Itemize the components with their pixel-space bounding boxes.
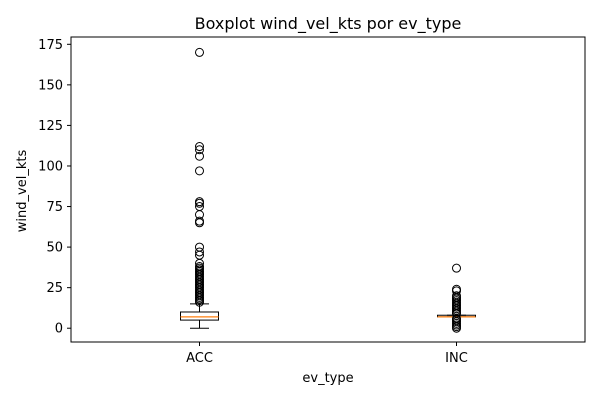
- y-tick-label: 50: [46, 241, 63, 256]
- box-group: [437, 263, 476, 333]
- x-axis-ticks: ACC INC: [186, 342, 468, 366]
- y-axis-ticks: 0 25 50 75 100 125 150 175: [38, 38, 71, 337]
- outlier-point: [195, 145, 204, 155]
- x-tick-label: INC: [445, 351, 468, 366]
- y-tick-label: 150: [38, 78, 63, 93]
- outlier-point: [452, 291, 461, 301]
- outlier-point: [195, 197, 204, 207]
- chart-title: Boxplot wind_vel_kts por ev_type: [195, 14, 462, 34]
- outlier-point: [195, 142, 204, 152]
- y-tick-label: 25: [46, 281, 63, 296]
- y-axis-label: wind_vel_kts: [15, 150, 30, 233]
- outlier-point: [195, 151, 204, 161]
- plot-area-frame: [70, 36, 586, 343]
- outlier-point: [195, 216, 204, 226]
- y-tick-label: 75: [46, 200, 63, 215]
- outlier-point: [195, 47, 204, 57]
- outlier-point: [452, 284, 461, 294]
- box-iqr: [180, 311, 219, 321]
- x-axis-label: ev_type: [302, 371, 353, 386]
- outlier-point: [195, 262, 204, 272]
- box-group: [180, 47, 219, 329]
- y-tick-label: 175: [38, 38, 63, 53]
- outlier-point: [452, 263, 461, 273]
- x-tick-label: ACC: [186, 351, 213, 366]
- box-series: [180, 47, 476, 333]
- outlier-point: [195, 242, 204, 252]
- outlier-point: [195, 166, 204, 176]
- y-tick-label: 0: [55, 322, 63, 337]
- y-tick-label: 100: [38, 159, 63, 174]
- y-tick-label: 125: [38, 119, 63, 134]
- outlier-point: [195, 202, 204, 212]
- outlier-point: [195, 247, 204, 257]
